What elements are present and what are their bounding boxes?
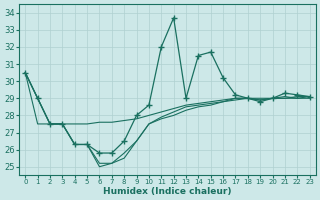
X-axis label: Humidex (Indice chaleur): Humidex (Indice chaleur) [103, 187, 232, 196]
